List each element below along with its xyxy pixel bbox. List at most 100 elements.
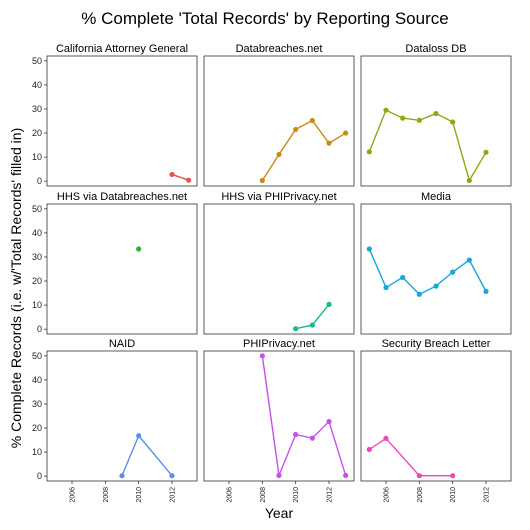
panel-security-breach-letter: Security Breach Letter 2006 2008 2010 2012 [360,338,512,503]
panel-naid: NAID 0 10 20 30 40 50 2006 2008 2010 2012 [32,338,198,503]
data-point [169,171,175,178]
series-line [261,355,347,479]
panel-california-attorney-general: California Attorney General 0 10 20 30 40 50 [32,43,198,187]
y-tick-label: 40 [32,80,42,90]
data-point [366,246,372,252]
y-tick-label: 10 [32,300,42,310]
y-tick-label: 10 [32,152,42,162]
data-point [259,353,265,359]
data-point [466,257,472,263]
x-tick-label: 2010 [293,487,300,503]
data-point [450,473,456,479]
data-point [483,288,489,294]
data-point [366,446,372,453]
data-point [326,418,332,425]
data-point [276,472,282,479]
data-point [383,107,389,113]
y-tick-label: 20 [32,276,42,286]
data-point [450,119,456,125]
panel-frame [203,203,355,335]
y-tick-label: 0 [37,324,42,334]
data-point [326,140,332,146]
y-tick-label: 30 [32,104,42,114]
x-tick-label: 2006 [70,487,77,503]
panel-frame [46,55,198,187]
series-line [171,173,189,181]
data-point [483,149,489,155]
data-point [416,291,422,297]
data-point [433,110,439,117]
data-point [450,269,456,275]
y-tick-label: 30 [32,399,42,409]
data-point [293,431,299,438]
series-line [368,248,487,296]
x-tick-label: 2010 [136,487,143,503]
y-tick-label: 20 [32,423,42,433]
panel-title: HHS via PHIPrivacy.net [221,191,336,203]
x-tick-label: 2008 [103,487,110,503]
data-point [293,326,299,332]
y-tick-label: 50 [32,351,42,361]
data-point [186,177,192,183]
data-point [169,473,175,479]
y-tick-label: 0 [37,471,42,481]
data-point [343,130,349,136]
panel-title: PHIPrivacy.net [243,338,315,350]
chart-title: % Complete 'Total Records' by Reporting … [81,9,448,28]
facet-panels: California Attorney General 0 10 20 30 40 50 Da… [32,43,512,503]
panel-title: Security Breach Letter [382,338,491,350]
data-point [293,126,299,133]
panel-hhs-via-phiprivacy-net: HHS via PHIPrivacy.net [203,191,355,335]
panel-title: Media [421,191,452,203]
panel-hhs-via-databreaches-net: HHS via Databreaches.net 0 10 20 30 40 50 [32,191,198,335]
panel-frame [203,55,355,187]
data-point [309,117,315,124]
data-point [366,149,372,155]
y-tick-label: 40 [32,375,42,385]
series-line [261,119,347,181]
series-line [368,437,453,477]
panel-frame [203,350,355,482]
y-tick-label: 40 [32,228,42,238]
x-tick-label: 2006 [227,487,234,503]
panel-title: Dataloss DB [405,43,466,55]
data-point [259,177,265,184]
x-tick-label: 2006 [384,487,391,503]
x-tick-label: 2012 [170,487,177,503]
panel-databreaches-net: Databreaches.net [203,43,355,187]
y-tick-label: 10 [32,447,42,457]
panel-dataloss-db: Dataloss DB [360,43,512,187]
panel-frame [46,350,198,482]
x-tick-label: 2012 [484,487,491,503]
panel-frame [46,203,198,335]
panel-phiprivacy-net: PHIPrivacy.net 2006 2008 2010 2012 [203,338,355,503]
data-point [136,246,142,252]
data-point [136,433,142,439]
panel-title: HHS via Databreaches.net [57,191,187,203]
data-point [119,473,125,479]
data-point [400,115,406,121]
data-point [309,435,315,441]
x-tick-label: 2010 [450,487,457,503]
data-point [400,274,406,281]
panel-frame [360,55,512,187]
panel-title: NAID [109,338,135,350]
x-tick-label: 2012 [327,487,334,503]
x-axis-label: Year [265,505,294,521]
series-line [368,109,487,183]
panel-title: California Attorney General [56,43,188,55]
panel-frame [360,350,512,482]
data-point [466,177,472,184]
data-point [416,473,422,479]
data-point [433,283,439,289]
y-tick-label: 50 [32,204,42,214]
x-tick-label: 2008 [417,487,424,503]
y-tick-label: 0 [37,176,42,186]
panel-title: Databreaches.net [236,43,323,55]
y-tick-label: 50 [32,56,42,66]
data-point [343,472,349,479]
data-point [383,284,389,291]
data-point [276,151,282,158]
data-point [416,117,422,123]
